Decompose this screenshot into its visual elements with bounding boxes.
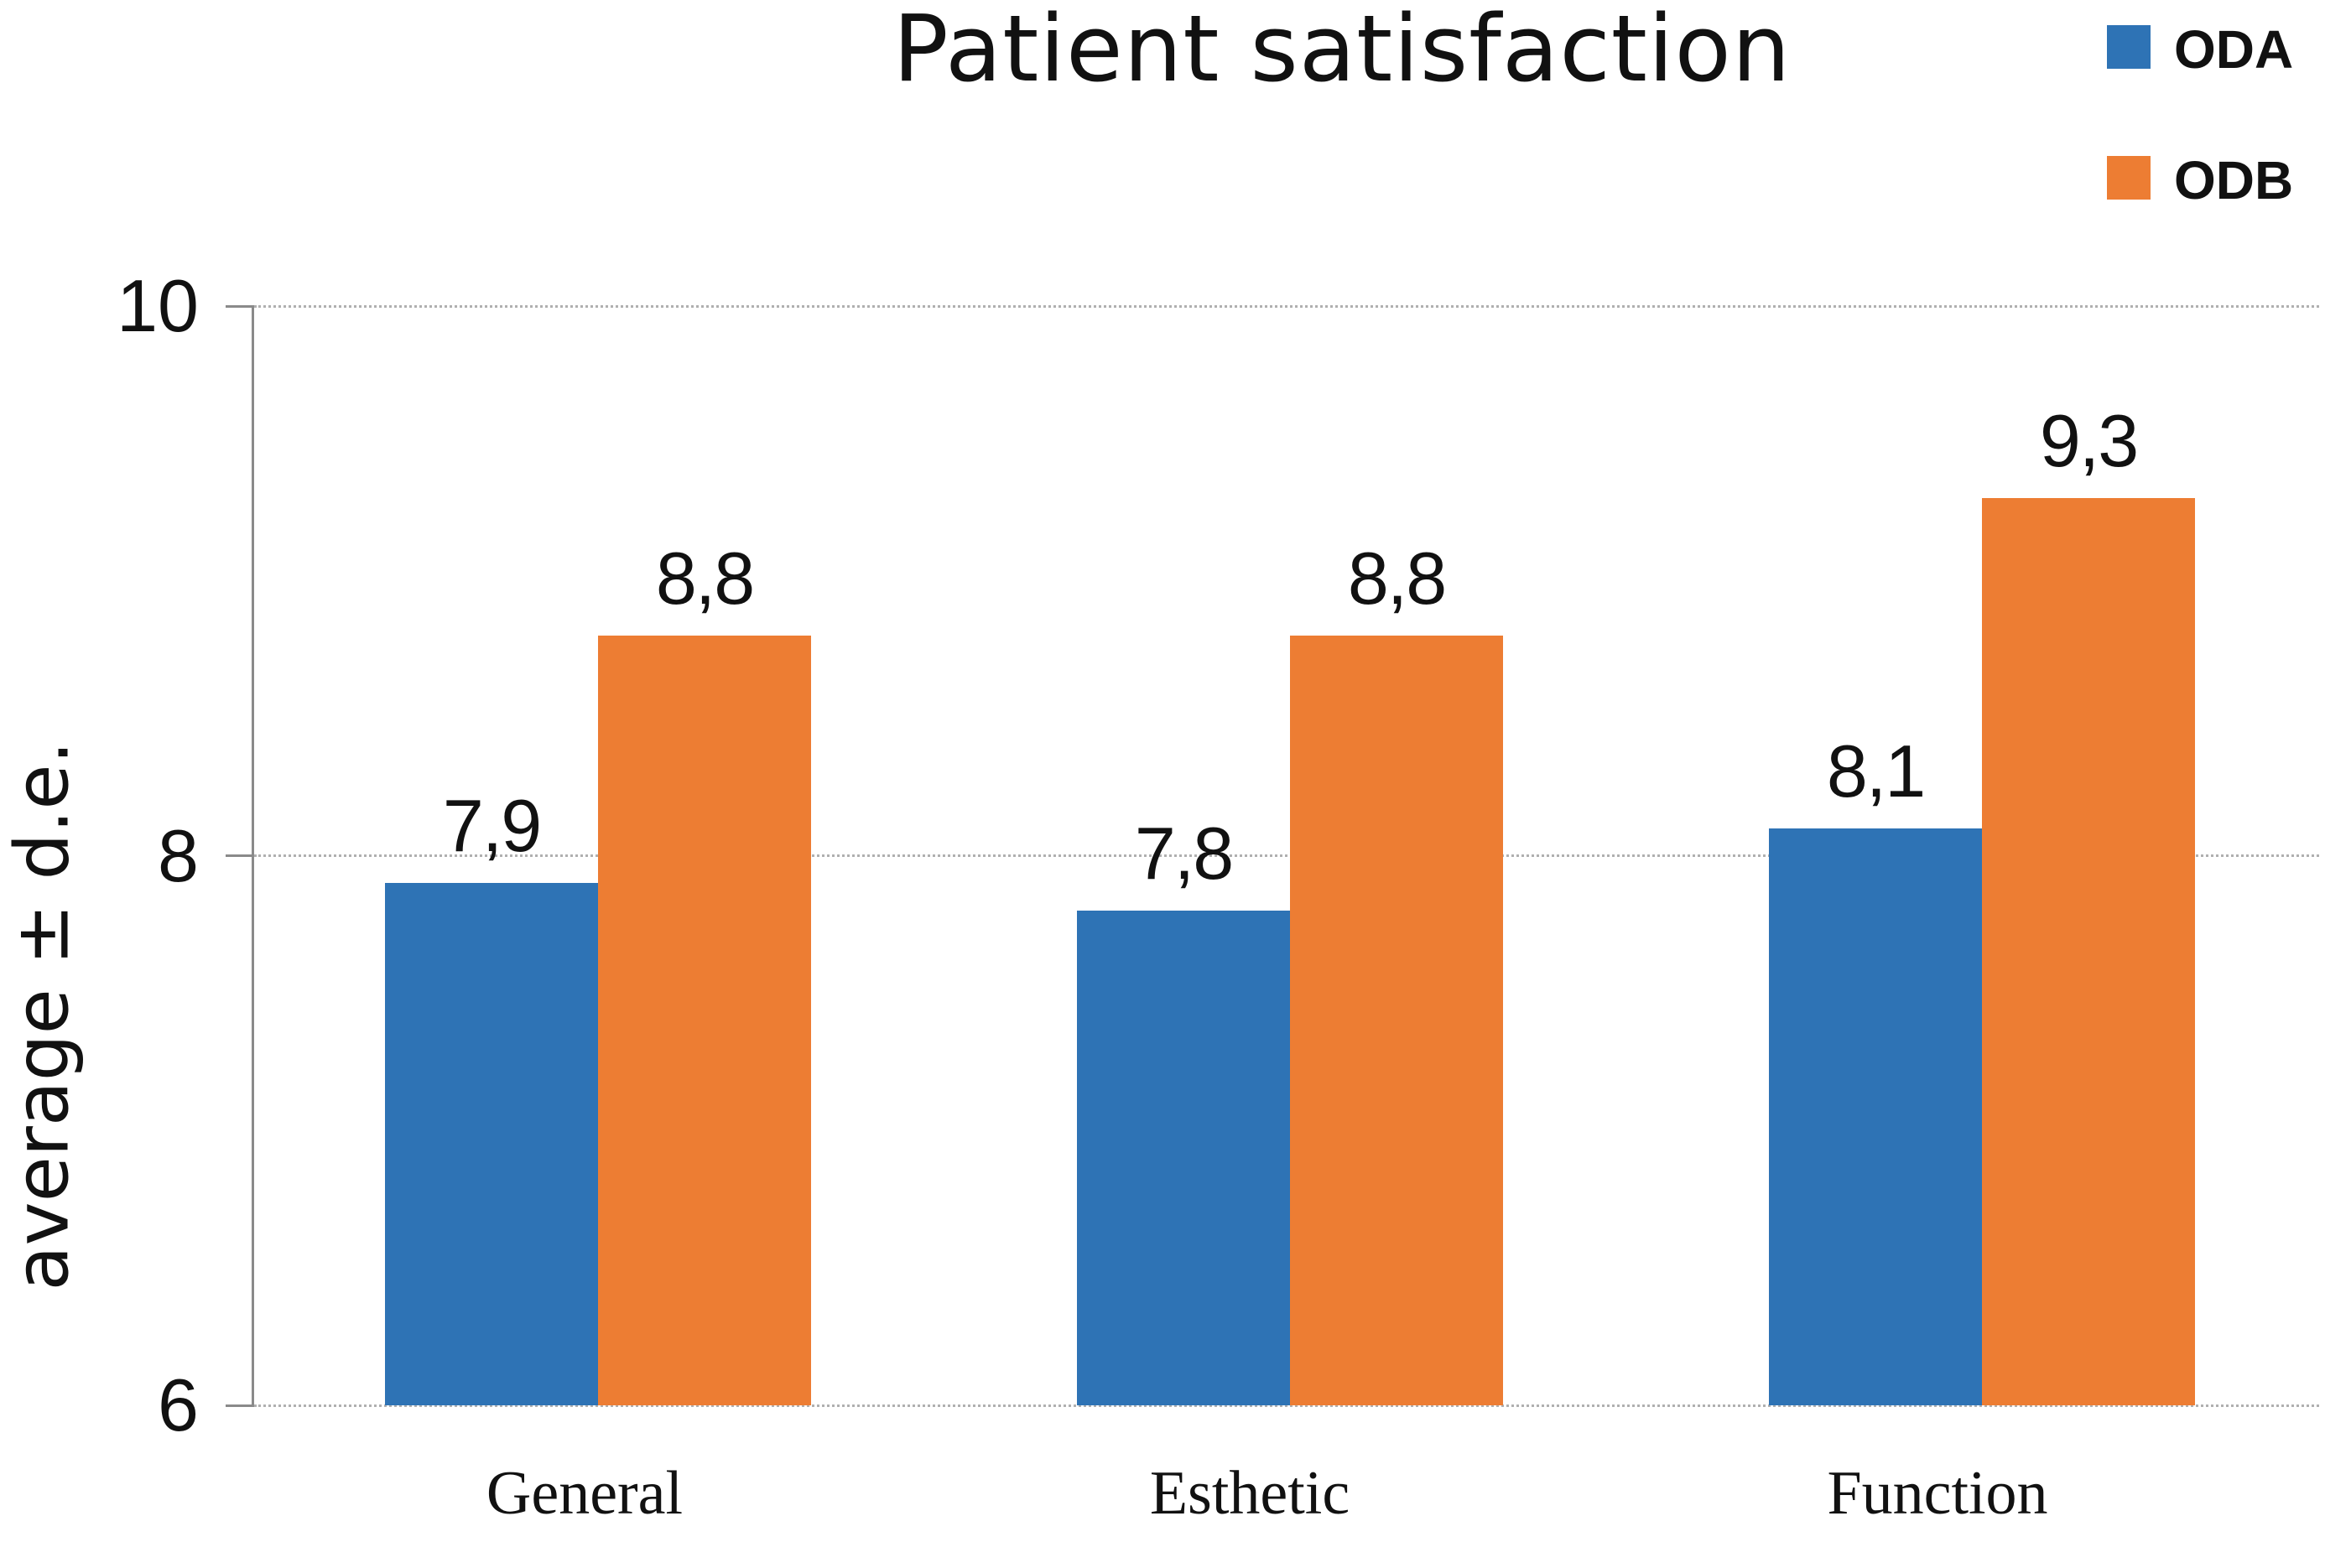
y-tick-label-8: 8 xyxy=(158,813,199,897)
category-label-esthetic: Esthetic xyxy=(1149,1459,1350,1528)
gridline-6 xyxy=(254,1404,2319,1407)
y-axis-line xyxy=(252,306,254,1405)
bar-oda-function xyxy=(1769,828,1982,1405)
legend-label-odb: ODB xyxy=(2174,150,2294,210)
y-tick-mark-6 xyxy=(226,1404,254,1407)
y-tick-mark-10 xyxy=(226,304,254,308)
value-label-odb-esthetic: 8,8 xyxy=(1347,537,1447,620)
chart-title: Patient satisfaction xyxy=(892,0,1792,102)
value-label-oda-esthetic: 7,8 xyxy=(1134,812,1234,896)
legend-swatch-odb xyxy=(2107,156,2151,200)
category-label-general: General xyxy=(486,1459,684,1528)
gridline-10 xyxy=(254,304,2319,308)
y-tick-label-10: 10 xyxy=(117,264,199,347)
value-label-odb-function: 9,3 xyxy=(2039,399,2139,483)
value-label-odb-general: 8,8 xyxy=(655,537,755,620)
y-axis-title: average ± d.e. xyxy=(0,740,86,1291)
value-label-oda-function: 8,1 xyxy=(1826,729,1926,813)
bar-oda-general xyxy=(385,883,598,1405)
y-tick-label-6: 6 xyxy=(158,1363,199,1446)
bar-odb-function xyxy=(1982,498,2195,1405)
legend-swatch-oda xyxy=(2107,25,2151,69)
legend-label-oda: ODA xyxy=(2174,19,2294,80)
gridline-8 xyxy=(254,854,2319,857)
y-tick-mark-8 xyxy=(226,854,254,857)
value-label-oda-general: 7,9 xyxy=(442,784,542,868)
bar-odb-general xyxy=(598,636,811,1405)
bar-oda-esthetic xyxy=(1077,911,1290,1405)
category-label-function: Function xyxy=(1827,1459,2048,1528)
bar-odb-esthetic xyxy=(1290,636,1503,1405)
